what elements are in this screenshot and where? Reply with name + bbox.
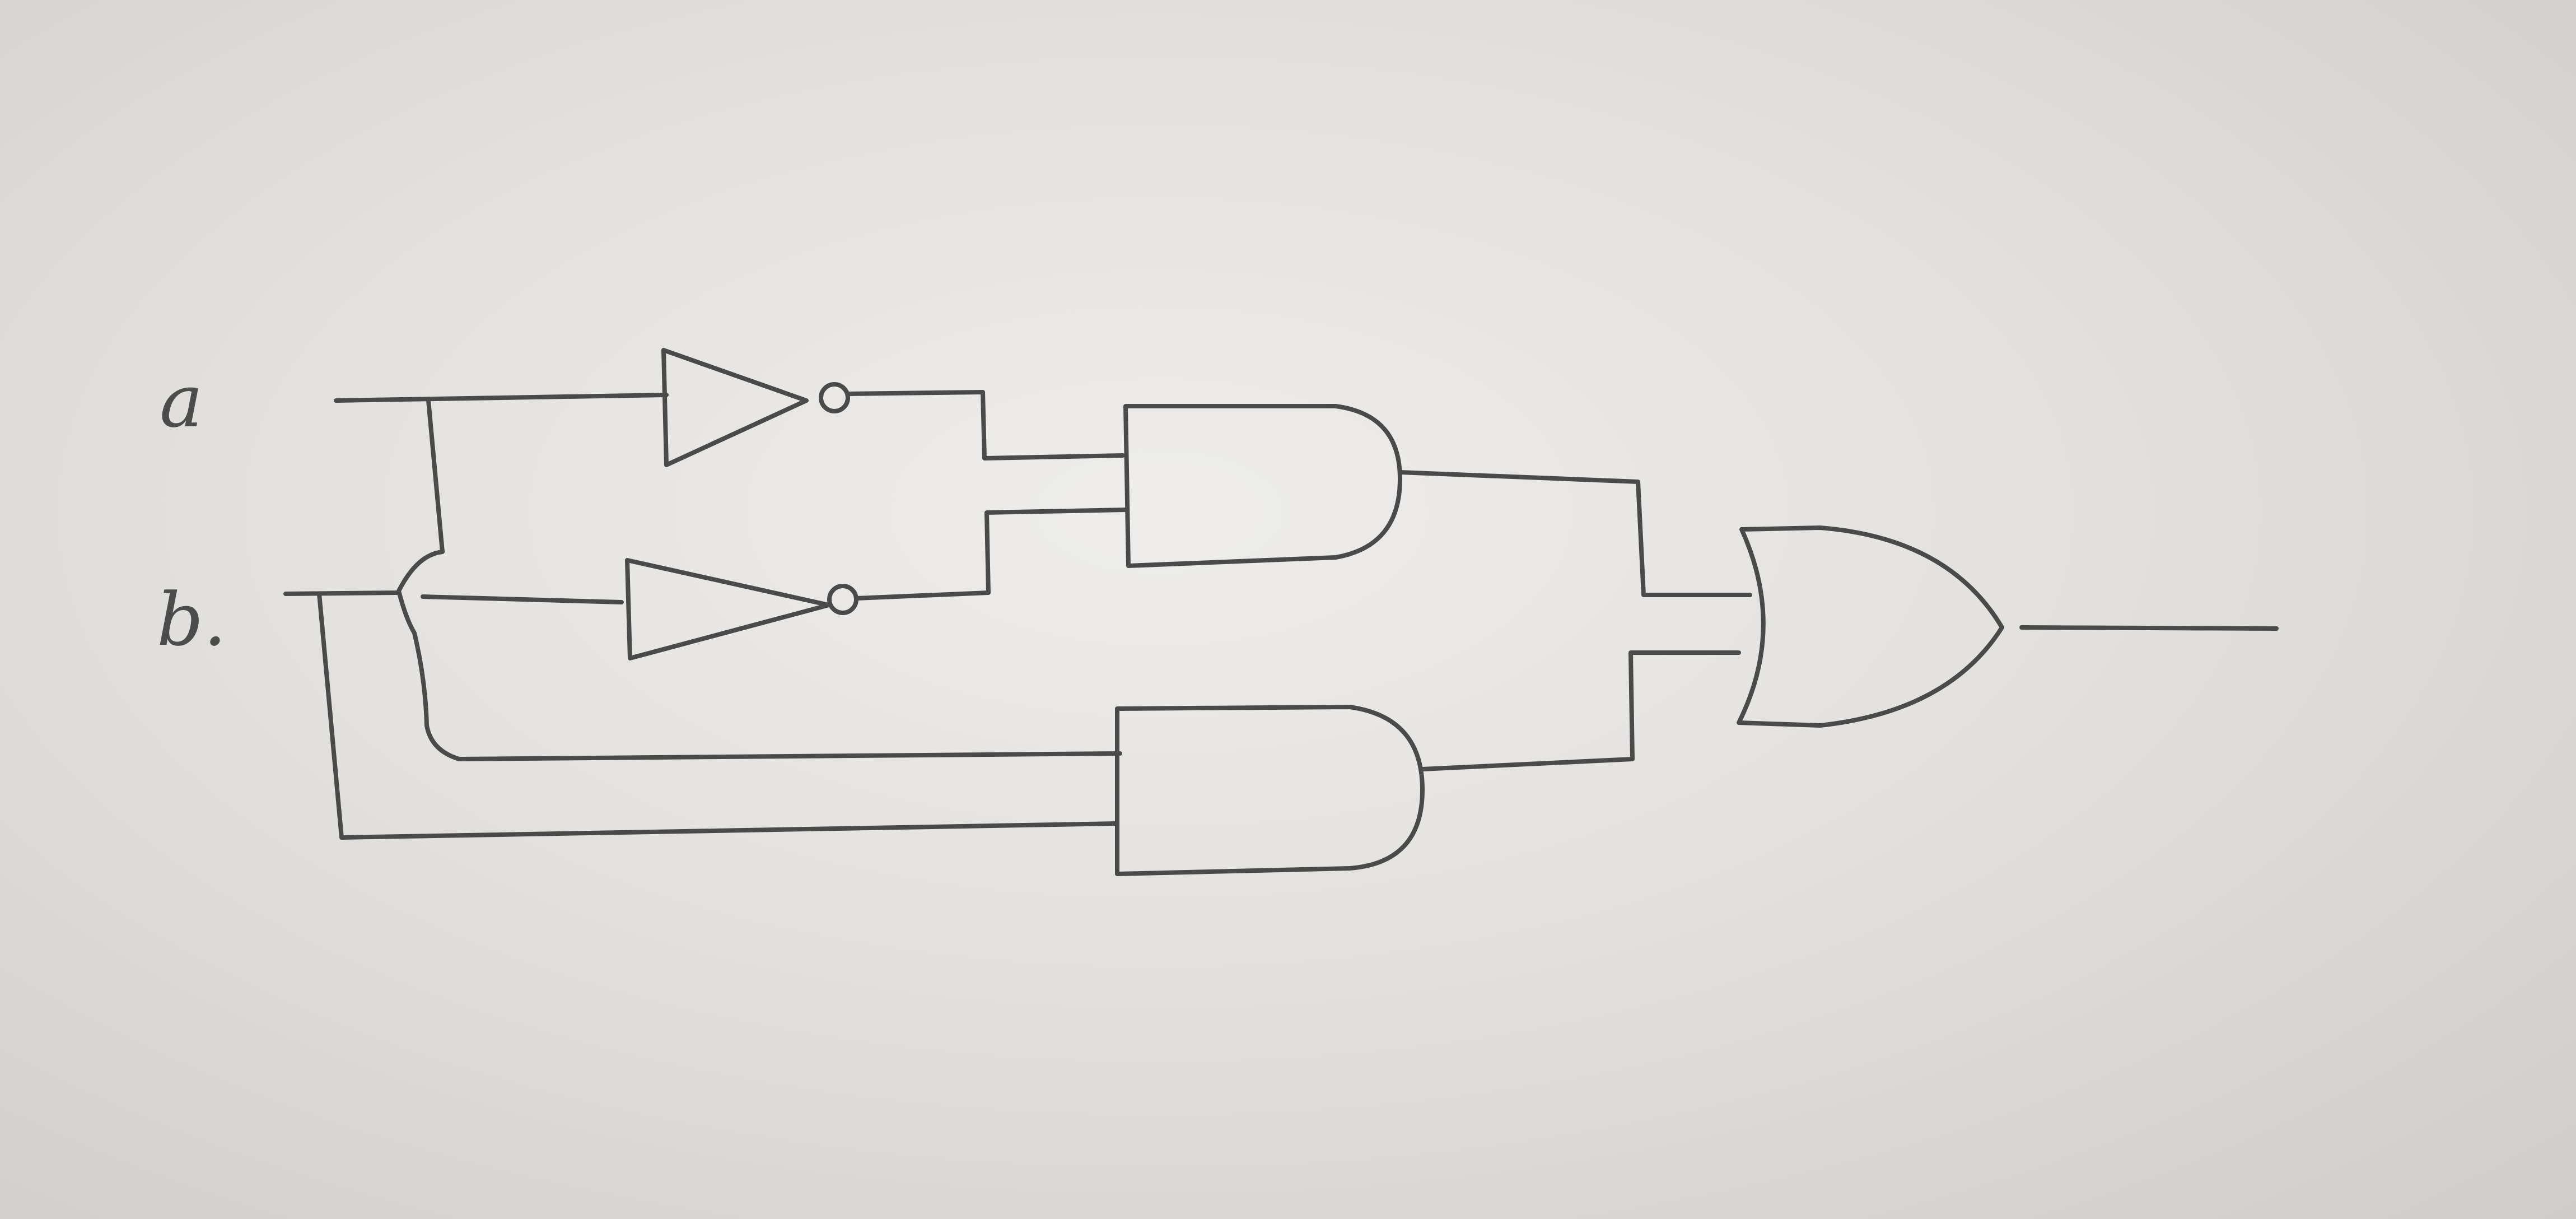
input-label-b: b.	[157, 577, 227, 662]
not-gate-b-bubble	[827, 584, 858, 615]
or-gate	[1737, 525, 2004, 728]
wire-b-to-not	[421, 594, 624, 604]
not-gate-b	[625, 558, 831, 660]
and-gate-upper	[1123, 404, 1402, 568]
wire-and-upper-out	[1398, 470, 1752, 597]
input-label-a: a	[160, 359, 203, 444]
and-gate-lower	[1115, 705, 1425, 876]
wire-input-a	[334, 393, 669, 403]
wire-not-b-out	[855, 508, 1128, 601]
not-gate-a	[661, 348, 809, 467]
wire-b-branch	[317, 592, 1119, 840]
wire-a-branch	[396, 398, 1122, 761]
wire-and-lower-out	[1420, 650, 1741, 771]
wire-not-a-out	[846, 390, 1125, 460]
wire-input-b	[283, 590, 401, 596]
not-gate-a-bubble	[819, 382, 850, 413]
wire-output	[2019, 625, 2279, 631]
